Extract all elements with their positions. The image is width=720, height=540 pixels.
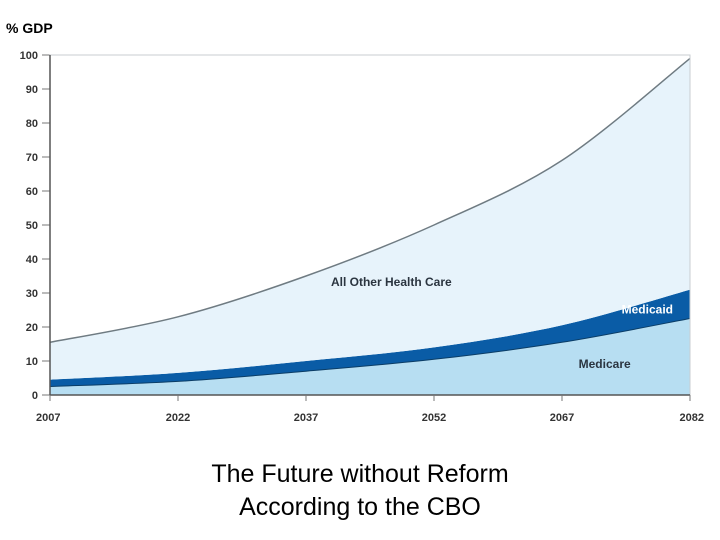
chart-areas — [49, 54, 691, 396]
x-tick-label: 2007 — [36, 412, 60, 424]
label-all-other-health-care: All Other Health Care — [331, 275, 452, 289]
x-tick-label: 2082 — [680, 412, 704, 424]
y-axis-unit-label: % GDP — [6, 20, 53, 36]
medicare-boundary-line — [49, 318, 691, 387]
y-tick-label: 60 — [26, 186, 38, 198]
area-labels: All Other Health Care Medicaid Medicare — [331, 275, 673, 371]
x-tick-label: 2037 — [294, 412, 318, 424]
x-axis-ticks: 2007 2022 2037 2052 2067 2082 — [36, 395, 704, 424]
caption-line-2: According to the CBO — [239, 493, 481, 521]
label-medicare: Medicare — [579, 357, 631, 371]
area-medicaid — [50, 289, 690, 387]
x-tick-label: 2022 — [166, 412, 190, 424]
y-tick-label: 10 — [26, 356, 38, 368]
total-health-spending-line — [49, 57, 691, 344]
chart-caption: The Future without Reform According to t… — [0, 458, 720, 524]
y-axis-ticks: 0 10 20 30 40 50 60 70 80 90 100 — [20, 50, 50, 402]
y-tick-label: 30 — [26, 288, 38, 300]
y-tick-label: 0 — [32, 390, 38, 402]
label-medicaid: Medicaid — [622, 302, 673, 316]
caption-line-1: The Future without Reform — [211, 460, 509, 488]
y-tick-label: 90 — [26, 84, 38, 96]
area-medicare — [50, 318, 690, 395]
y-tick-label: 20 — [26, 322, 38, 334]
y-tick-label: 70 — [26, 152, 38, 164]
y-tick-label: 50 — [26, 220, 38, 232]
y-tick-label: 100 — [20, 50, 38, 62]
y-tick-label: 80 — [26, 118, 38, 130]
x-tick-label: 2067 — [550, 412, 574, 424]
x-tick-label: 2052 — [422, 412, 446, 424]
area-all-other-health-care — [50, 58, 690, 380]
y-tick-label: 40 — [26, 254, 38, 266]
